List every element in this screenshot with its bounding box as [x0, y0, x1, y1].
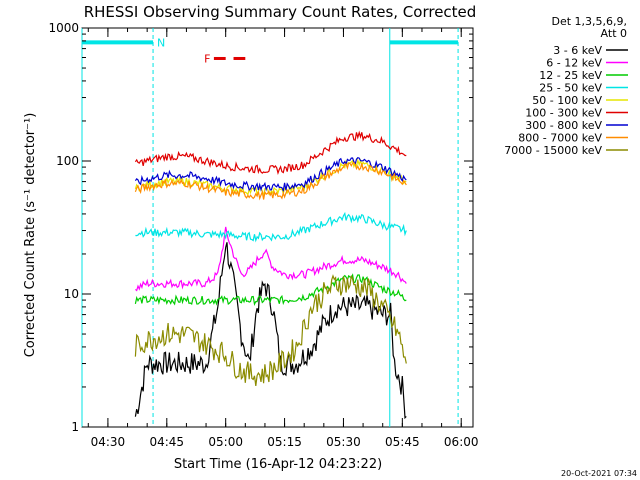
series-line-800-7000-kev	[134, 161, 407, 201]
markers-layer: NF	[81, 28, 459, 427]
legend-label-800-7000-kev: 800 - 7000 keV	[518, 132, 602, 145]
legend-header-line-1: Det 1,3,5,6,9,	[551, 15, 627, 28]
legend-label-25-50-kev: 25 - 50 keV	[539, 82, 602, 95]
legend-label-6-12-kev: 6 - 12 keV	[546, 57, 602, 70]
x-tick-label: 05:15	[267, 435, 302, 449]
plot-border	[81, 27, 474, 428]
legend-label-7000-15000-kev: 7000 - 15000 keV	[504, 144, 602, 157]
flare-flag-label: F	[204, 52, 210, 65]
series-line-6-12-kev	[135, 226, 407, 292]
legend-label-300-800-kev: 300 - 800 keV	[525, 119, 602, 132]
legend-header-line-2: Att 0	[601, 27, 627, 40]
legend-label-3-6-kev: 3 - 6 keV	[553, 44, 602, 57]
series-line-25-50-kev	[135, 211, 407, 243]
plot-area	[81, 27, 474, 428]
y-tick-label: 1	[71, 420, 79, 434]
x-tick-label: 04:30	[91, 435, 126, 449]
series-line-50-100-kev	[134, 158, 407, 198]
x-tick-label: 05:00	[208, 435, 243, 449]
x-tick-label: 04:45	[149, 435, 184, 449]
series-line-7000-15000-kev	[134, 274, 407, 386]
y-axis-label: Corrected Count Rate (s⁻¹ detector⁻¹)	[23, 113, 38, 358]
y-axis: 1 10 100 1000	[48, 21, 473, 434]
x-axis: 04:30 04:45 05:00 05:15 05:30 05:45 06:00	[87, 28, 479, 449]
series-line-12-25-kev	[134, 273, 407, 306]
y-tick-label: 10	[64, 287, 79, 301]
x-tick-label: 05:30	[326, 435, 361, 449]
timestamp: 20-Oct-2021 07:34	[561, 469, 637, 478]
legend-label-12-25-kev: 12 - 25 keV	[539, 69, 602, 82]
x-tick-label: 06:00	[444, 435, 479, 449]
chart-title: RHESSI Observing Summary Count Rates, Co…	[84, 3, 477, 21]
y-tick-label: 100	[56, 154, 79, 168]
series-line-100-300-kev	[134, 130, 407, 176]
x-tick-label: 05:45	[385, 435, 420, 449]
x-axis-label: Start Time (16-Apr-12 04:23:22)	[174, 457, 382, 472]
series-layer	[134, 130, 407, 420]
legend-label-100-300-kev: 100 - 300 keV	[525, 107, 602, 120]
day-night-label: N	[157, 36, 165, 49]
series-line-3-6-kev	[134, 242, 407, 420]
series-line-300-800-kev	[134, 157, 407, 193]
y-tick-label: 1000	[48, 21, 79, 35]
legend-label-50-100-kev: 50 - 100 keV	[532, 94, 602, 107]
